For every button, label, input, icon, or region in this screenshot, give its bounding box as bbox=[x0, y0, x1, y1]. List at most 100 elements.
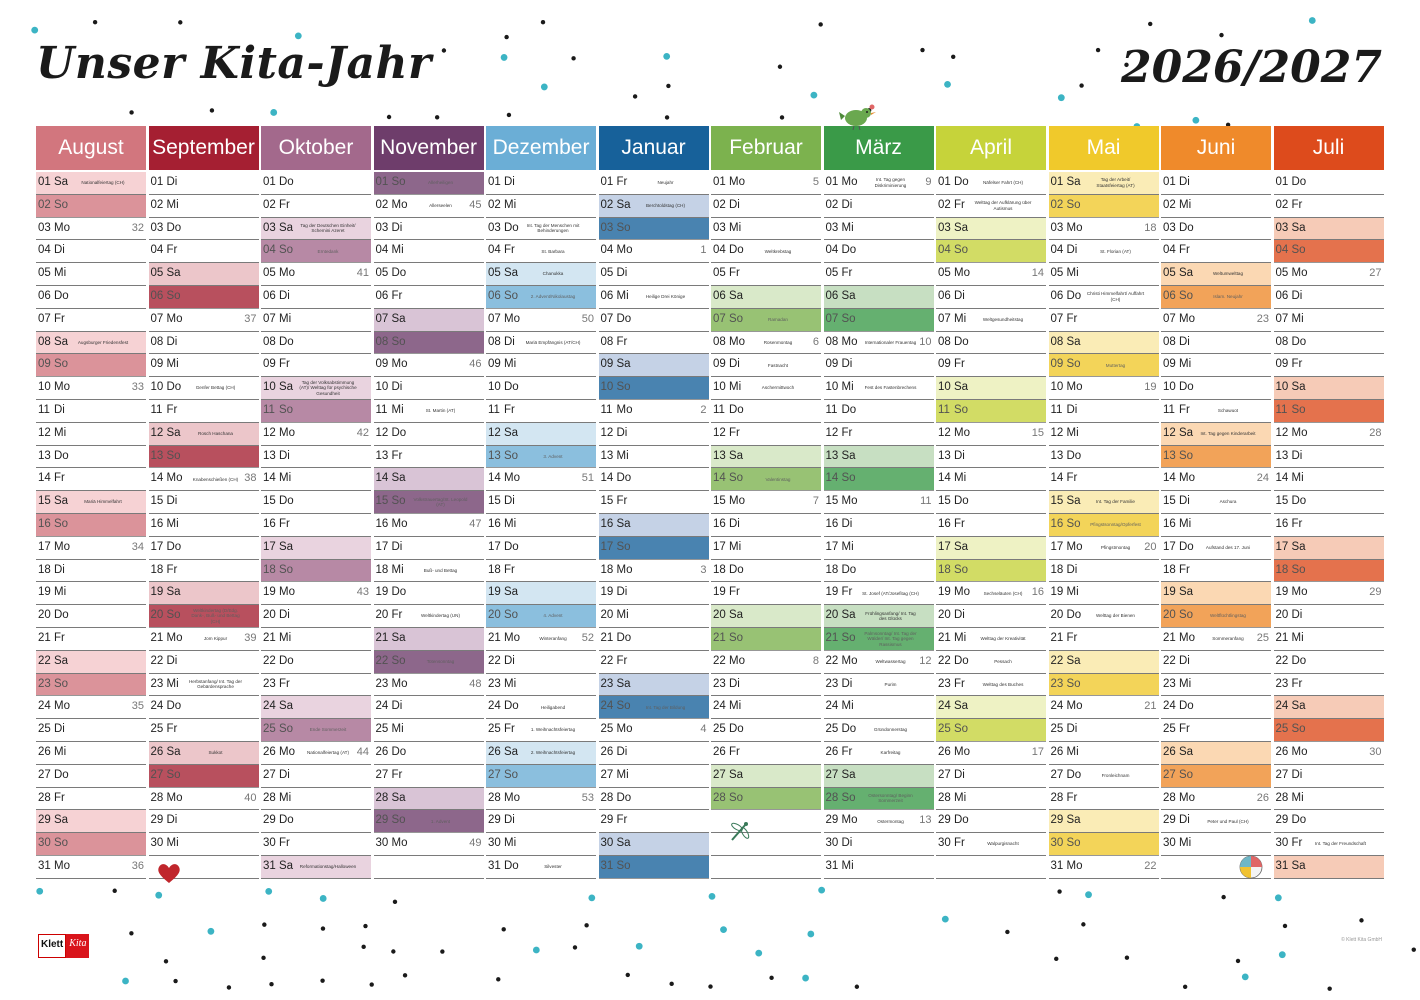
day-number: 11 bbox=[825, 403, 838, 416]
day-weekday: Mi bbox=[1291, 791, 1304, 804]
day-number: 03 bbox=[375, 221, 389, 234]
day-row: 16 Sa bbox=[598, 513, 709, 537]
day-number: 15 bbox=[263, 495, 276, 508]
day-row: 26 Mo 30 bbox=[1273, 742, 1384, 765]
day-row: 02 Fr Welttag der Aufklärung über Autismus bbox=[936, 195, 1046, 218]
day-weekday: So bbox=[166, 609, 181, 622]
day-weekday: Fr bbox=[504, 563, 515, 576]
week-number: 40 bbox=[244, 791, 257, 804]
day-number: 21 bbox=[1163, 631, 1176, 644]
day-weekday: Fr bbox=[1179, 403, 1190, 416]
day-number: 23 bbox=[375, 677, 389, 690]
day-row: 08 Di bbox=[1161, 332, 1271, 355]
day-weekday: Do bbox=[504, 381, 519, 394]
dot bbox=[708, 984, 713, 989]
empty-row bbox=[711, 856, 821, 879]
week-number: 49 bbox=[469, 837, 482, 850]
day-weekday: Sa bbox=[729, 768, 744, 781]
month-column-4: Dezember 01 Di 02 Mi 03 Do Int. Tag der Mensche… bbox=[486, 126, 596, 879]
day-weekday: Di bbox=[391, 221, 403, 234]
day-number: 09 bbox=[1163, 358, 1176, 371]
day-number: 25 bbox=[263, 723, 276, 736]
day-weekday: Sa bbox=[1066, 335, 1081, 348]
day-row: 15 So Volkstrauertag/St. Leopold (AT) bbox=[373, 491, 484, 514]
day-row: 26 Mi bbox=[36, 742, 146, 765]
day-weekday: So bbox=[841, 312, 856, 325]
day-number: 16 bbox=[150, 517, 164, 530]
day-row: 11 Di bbox=[36, 400, 146, 423]
day-weekday: Do bbox=[1066, 289, 1082, 302]
day-number: 22 bbox=[825, 654, 839, 667]
day-number: 18 bbox=[1163, 563, 1176, 576]
day-row: 04 So Erntedank bbox=[261, 240, 371, 264]
day-row: 07 Mi bbox=[1273, 309, 1384, 332]
day-weekday: Sa bbox=[616, 837, 631, 850]
day-row: 10 Sa Tag der Volksabstimmung (AT)/ Weltta… bbox=[261, 377, 371, 400]
dot bbox=[572, 945, 578, 950]
day-weekday: Sa bbox=[166, 586, 181, 599]
day-number: 02 bbox=[488, 198, 501, 211]
dot bbox=[1085, 891, 1092, 899]
day-number: 16 bbox=[375, 517, 389, 530]
day-note: Heiligabend bbox=[540, 704, 566, 710]
day-note: Berchtoldstag (CH) bbox=[645, 202, 686, 208]
day-row: 02 Mi bbox=[1161, 195, 1271, 218]
day-row: 25 So bbox=[936, 719, 1046, 742]
day-row: 11 Fr bbox=[148, 400, 259, 423]
day-row: 05 Sa Weltumwelttag bbox=[1161, 263, 1271, 286]
day-row: 10 Mo 33 bbox=[36, 377, 146, 400]
day-row: 20 So Weltflüchtlingstag bbox=[1161, 605, 1271, 628]
week-number: 35 bbox=[131, 700, 144, 713]
day-number: 04 bbox=[150, 244, 164, 257]
day-weekday: Do bbox=[1291, 814, 1307, 827]
day-number: 27 bbox=[713, 768, 726, 781]
week-number: 12 bbox=[919, 654, 932, 667]
day-row: 06 Di bbox=[1273, 286, 1384, 309]
day-row: 03 Do Int. Tag der Menschen mit Behinderun… bbox=[486, 218, 596, 241]
day-number: 31 bbox=[600, 859, 614, 872]
day-row: 01 Do Näfelser Fahrt (CH) bbox=[936, 172, 1046, 195]
day-note: Pfingstmontag bbox=[1100, 544, 1131, 550]
day-number: 13 bbox=[1275, 449, 1289, 462]
month-header: März bbox=[823, 126, 934, 170]
day-number: 16 bbox=[1050, 517, 1064, 530]
dot bbox=[129, 110, 134, 115]
dot bbox=[261, 955, 266, 961]
day-row: 02 Mi bbox=[148, 195, 259, 218]
day-number: 08 bbox=[1163, 335, 1176, 348]
day-number: 18 bbox=[375, 563, 389, 576]
day-note: Int. Tag der Menschen mit Behinderungen bbox=[526, 223, 580, 234]
day-number: 13 bbox=[263, 449, 276, 462]
dot bbox=[434, 115, 440, 120]
day-number: 31 bbox=[488, 859, 501, 872]
day-row: 24 Mo 35 bbox=[36, 696, 146, 720]
day-weekday: Do bbox=[954, 335, 969, 348]
day-row: 14 Sa bbox=[373, 468, 484, 492]
day-note: Silvester bbox=[544, 864, 562, 870]
day-weekday: So bbox=[1066, 677, 1081, 690]
day-note: Muttertag bbox=[1105, 362, 1126, 368]
day-weekday: Sa bbox=[1066, 814, 1081, 827]
day-weekday: Do bbox=[1066, 768, 1082, 781]
day-row: 12 Sa Int. Tag gegen Kinderarbeit bbox=[1161, 422, 1271, 446]
day-row: 15 Di bbox=[486, 491, 596, 514]
day-row: 06 So bbox=[148, 285, 259, 309]
day-row: 25 Fr 1. Weihnachtsfeiertag bbox=[486, 719, 596, 742]
day-row: 15 Mo 11 bbox=[823, 491, 934, 514]
day-row: 08 Fr bbox=[598, 332, 709, 355]
day-number: 25 bbox=[938, 723, 951, 736]
day-weekday: So bbox=[504, 768, 519, 781]
day-note: Welttag des Buches bbox=[982, 681, 1024, 687]
day-number: 13 bbox=[488, 449, 501, 462]
day-weekday: So bbox=[54, 517, 69, 530]
day-number: 05 bbox=[488, 267, 501, 280]
day-note: Welttag der Aufklärung über Autismus bbox=[974, 200, 1032, 211]
day-number: 27 bbox=[938, 768, 951, 781]
day-note: Rosenmontag bbox=[763, 339, 793, 345]
day-weekday: Fr bbox=[279, 198, 290, 211]
day-row: 19 Sa bbox=[1161, 582, 1271, 606]
day-note: St. Josef (AT/Josefitag (CH) bbox=[862, 590, 919, 596]
week-number: 5 bbox=[812, 176, 819, 188]
day-number: 06 bbox=[150, 289, 164, 302]
day-row: 26 Sa 2. Weihnachtsfeiertag bbox=[486, 741, 596, 765]
